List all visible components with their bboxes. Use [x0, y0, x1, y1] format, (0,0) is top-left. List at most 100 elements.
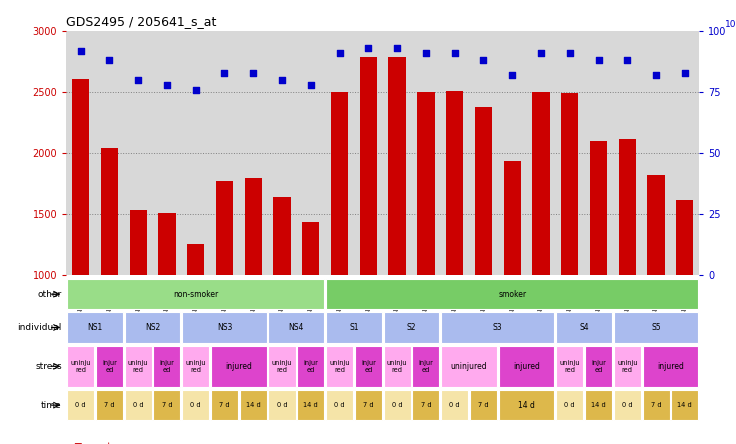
Bar: [643, 346, 698, 387]
Text: 14 d: 14 d: [677, 402, 692, 408]
Text: NS2: NS2: [145, 323, 160, 332]
Text: 14 d: 14 d: [303, 402, 318, 408]
Bar: [499, 346, 554, 387]
Point: [564, 49, 576, 56]
Bar: [67, 346, 94, 387]
Bar: [67, 312, 123, 343]
Text: injur
ed: injur ed: [361, 360, 376, 373]
Point: [592, 57, 604, 64]
Bar: [475, 107, 492, 275]
Bar: [302, 222, 319, 275]
Bar: [67, 390, 94, 420]
Bar: [383, 346, 411, 387]
Text: injured: injured: [225, 362, 252, 371]
Bar: [244, 178, 262, 275]
Text: injur
ed: injur ed: [303, 360, 318, 373]
Bar: [671, 390, 698, 420]
Text: injur
ed: injur ed: [160, 360, 174, 373]
Bar: [67, 279, 325, 309]
Point: [362, 45, 374, 52]
Text: S2: S2: [407, 323, 417, 332]
Bar: [561, 93, 578, 275]
Bar: [326, 312, 382, 343]
Bar: [326, 346, 353, 387]
Bar: [269, 312, 325, 343]
Text: NS1: NS1: [88, 323, 102, 332]
Text: 7 d: 7 d: [478, 402, 489, 408]
Text: NS4: NS4: [289, 323, 304, 332]
Bar: [532, 92, 550, 275]
Text: 0 d: 0 d: [133, 402, 144, 408]
Text: uninjured: uninjured: [450, 362, 487, 371]
Text: 0 d: 0 d: [392, 402, 403, 408]
Text: 0 d: 0 d: [75, 402, 86, 408]
Bar: [355, 346, 382, 387]
Bar: [614, 346, 641, 387]
Bar: [446, 91, 463, 275]
Text: other: other: [38, 289, 62, 299]
Text: injur
ed: injur ed: [102, 360, 117, 373]
Bar: [101, 148, 118, 275]
Bar: [417, 92, 434, 275]
Bar: [556, 346, 583, 387]
Point: [75, 47, 87, 54]
Text: S4: S4: [579, 323, 589, 332]
Text: 14 d: 14 d: [518, 400, 535, 410]
Text: uninju
red: uninju red: [559, 360, 580, 373]
Point: [650, 71, 662, 79]
Bar: [96, 346, 123, 387]
Text: GDS2495 / 205641_s_at: GDS2495 / 205641_s_at: [66, 16, 216, 28]
Text: 0 d: 0 d: [191, 402, 201, 408]
Text: time: time: [41, 400, 62, 410]
Text: smoker: smoker: [498, 289, 526, 299]
Text: 14 d: 14 d: [591, 402, 606, 408]
Point: [621, 57, 633, 64]
Bar: [676, 200, 693, 275]
Bar: [614, 312, 698, 343]
Bar: [183, 346, 209, 387]
Point: [535, 49, 547, 56]
Point: [305, 81, 316, 88]
Point: [333, 49, 345, 56]
Point: [506, 71, 518, 79]
Point: [679, 69, 690, 76]
Text: 0 d: 0 d: [277, 402, 287, 408]
Bar: [503, 161, 521, 275]
Text: ■ count: ■ count: [74, 442, 110, 444]
Text: 0 d: 0 d: [334, 402, 345, 408]
Bar: [556, 390, 583, 420]
Point: [104, 57, 116, 64]
Bar: [96, 390, 123, 420]
Bar: [183, 390, 209, 420]
Point: [132, 76, 144, 83]
Bar: [124, 312, 180, 343]
Bar: [72, 79, 89, 275]
Point: [420, 49, 432, 56]
Text: 7 d: 7 d: [219, 402, 230, 408]
Point: [449, 49, 461, 56]
Bar: [326, 390, 353, 420]
Bar: [211, 346, 266, 387]
Text: uninju
red: uninju red: [128, 360, 149, 373]
Text: injured: injured: [513, 362, 540, 371]
Bar: [216, 181, 233, 275]
Bar: [269, 390, 296, 420]
Bar: [360, 57, 377, 275]
Bar: [590, 141, 607, 275]
Bar: [643, 390, 670, 420]
Bar: [556, 312, 612, 343]
Point: [392, 45, 403, 52]
Text: uninju
red: uninju red: [387, 360, 407, 373]
Bar: [297, 346, 325, 387]
Text: non-smoker: non-smoker: [173, 289, 219, 299]
Text: uninju
red: uninju red: [185, 360, 206, 373]
Text: S5: S5: [651, 323, 661, 332]
Text: injur
ed: injur ed: [419, 360, 434, 373]
Bar: [470, 390, 497, 420]
Text: injur
ed: injur ed: [591, 360, 606, 373]
Text: uninju
red: uninju red: [617, 360, 637, 373]
Bar: [648, 175, 665, 275]
Bar: [383, 312, 439, 343]
Text: 100%: 100%: [724, 20, 736, 28]
Text: stress: stress: [35, 362, 62, 371]
